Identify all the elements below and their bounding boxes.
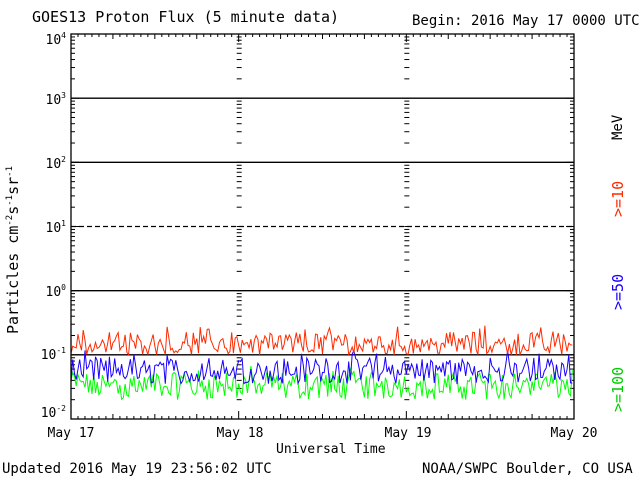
x-tick-label: May 19 (384, 426, 432, 441)
updated-timestamp: Updated 2016 May 19 23:56:02 UTC (2, 461, 272, 477)
y-tick-label: 10-1 (40, 346, 66, 363)
y-axis-label: Particles cm-2s-1sr-1 (4, 166, 22, 334)
legend-p100: >=100 (609, 366, 627, 412)
begin-time: Begin: 2016 May 17 0000 UTC (412, 13, 640, 29)
legend-p50: >=50 (609, 273, 627, 310)
legend-p10: >=10 (609, 180, 627, 217)
plot-frame (70, 33, 575, 420)
chart-title: GOES13 Proton Flux (5 minute data) (32, 8, 340, 26)
x-tick-label: May 17 (47, 426, 95, 441)
x-tick-label: May 20 (550, 426, 598, 441)
series-line (70, 325, 573, 357)
y-tick-label: 10-2 (40, 404, 66, 421)
x-axis-label: Universal Time (276, 442, 386, 457)
x-tick-label: May 18 (216, 426, 264, 441)
y-tick-label: 103 (45, 91, 66, 108)
y-tick-label: 102 (45, 155, 66, 172)
y-tick-label: 104 (45, 31, 66, 48)
legend-units: MeV (610, 114, 626, 140)
series-line (70, 348, 573, 386)
y-tick-label: 101 (45, 219, 66, 236)
y-tick-label: 100 (45, 283, 66, 300)
credit: NOAA/SWPC Boulder, CO USA (422, 461, 633, 477)
